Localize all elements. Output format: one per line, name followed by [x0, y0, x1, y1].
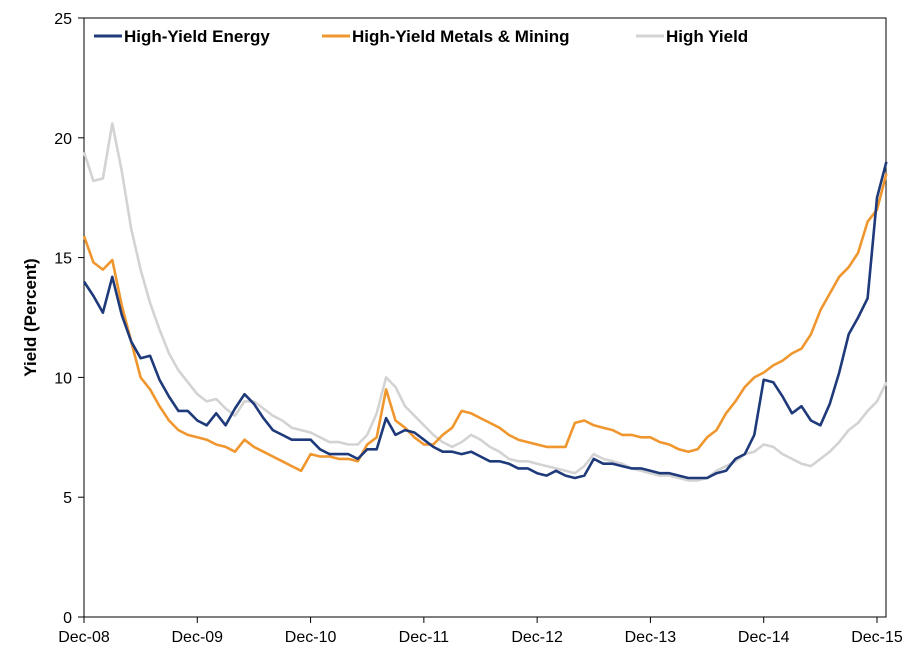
- y-axis: 0 5 10 15 20 25: [54, 11, 84, 627]
- x-tick-label: Dec-15: [851, 629, 903, 646]
- y-axis-title: Yield (Percent): [21, 258, 40, 376]
- legend-item: High-Yield Metals & Mining: [322, 27, 570, 46]
- y-tick-label: 15: [54, 251, 72, 268]
- series-lines: [82, 122, 888, 482]
- x-tick-label: Dec-08: [58, 629, 110, 646]
- x-tick-label: Dec-12: [511, 629, 563, 646]
- legend-label: High-Yield Metals & Mining: [352, 27, 570, 46]
- legend-label: High-Yield Energy: [124, 27, 270, 46]
- x-tick-label: Dec-14: [738, 629, 790, 646]
- series-line-high-yield-energy: [82, 161, 888, 480]
- y-tick-label: 0: [63, 610, 72, 627]
- series-line-high-yield-metals-mining: [82, 173, 888, 473]
- plot-frame: [83, 17, 887, 618]
- legend: High-Yield Energy High-Yield Metals & Min…: [94, 27, 748, 46]
- y-tick-label: 5: [63, 490, 72, 507]
- legend-item: High Yield: [636, 27, 748, 46]
- x-tick-label: Dec-11: [399, 629, 449, 646]
- y-tick-label: 20: [54, 131, 72, 148]
- x-tick-label: Dec-10: [285, 629, 337, 646]
- x-tick-label: Dec-13: [625, 629, 677, 646]
- y-tick-label: 25: [54, 11, 72, 28]
- legend-label: High Yield: [666, 27, 748, 46]
- x-axis: Dec-08 Dec-09 Dec-10 Dec-11 Dec-12 Dec-13 Dec-…: [58, 617, 903, 646]
- plot-area: [83, 17, 887, 618]
- series-line-high-yield: [82, 122, 888, 482]
- legend-item: High-Yield Energy: [94, 27, 270, 46]
- y-tick-label: 10: [54, 370, 72, 387]
- x-tick-label: Dec-09: [171, 629, 223, 646]
